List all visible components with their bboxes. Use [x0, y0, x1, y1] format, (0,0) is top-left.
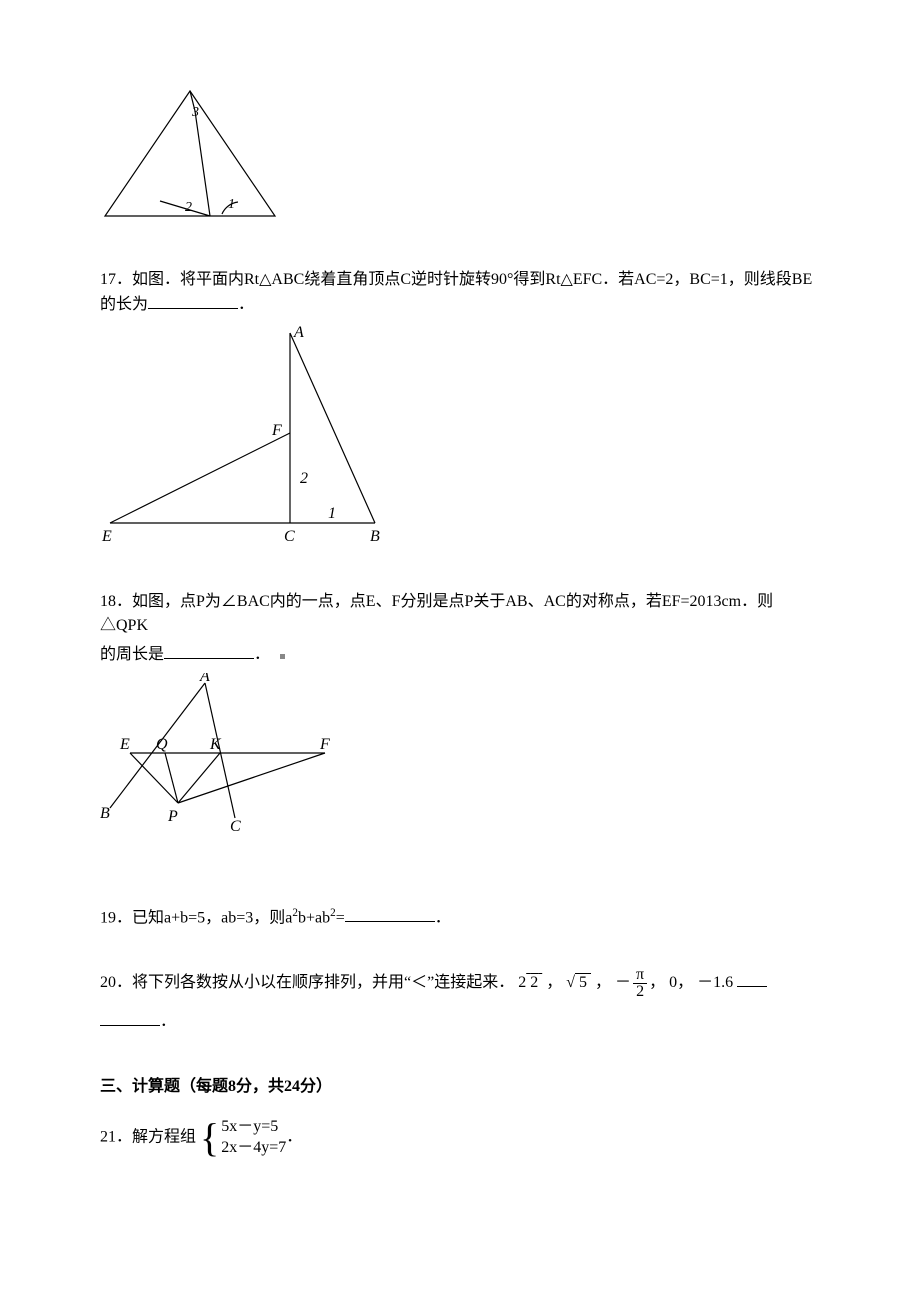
brace-icon: {: [200, 1118, 219, 1158]
label-one: 1: [328, 505, 336, 522]
p20-blank-2: [100, 1009, 160, 1026]
label-B: B: [370, 528, 380, 545]
p20-suffix: ．: [160, 1013, 176, 1030]
p20-term2: √ 5: [566, 974, 595, 991]
label-A: A: [199, 673, 210, 685]
p21-prefix: 21．解方程组: [100, 1129, 196, 1146]
figure-17: A F 2 C 1 B E: [100, 323, 820, 556]
label-Q: Q: [156, 736, 168, 753]
figure-18: A B C E F Q K P: [100, 673, 820, 841]
p17-blank: [148, 292, 238, 309]
label-K: K: [209, 736, 222, 753]
label-two: 2: [300, 470, 308, 487]
p19-mid2: =: [336, 909, 345, 926]
problem-20: 20．将下列各数按从小以在顺序排列，并用“＜”连接起来． 2 2 ， √ 5 ，…: [100, 964, 820, 1041]
p21-suffix: ．: [286, 1129, 302, 1146]
p20-term3: －π2: [615, 974, 649, 991]
t2-rad: 5: [579, 974, 587, 991]
label-1: 1: [228, 197, 235, 212]
label-F: F: [319, 736, 330, 753]
label-B: B: [100, 805, 110, 822]
p20-prefix: 20．将下列各数按从小以在顺序排列，并用“＜”连接起来．: [100, 974, 514, 991]
problem-16-figure: 3 2 1: [100, 86, 820, 234]
label-A: A: [293, 324, 304, 341]
p21-eq2: 2x－4y=7: [221, 1138, 286, 1159]
t3-den: 2: [633, 983, 647, 1000]
label-3: 3: [191, 105, 199, 120]
p18-blank: [164, 642, 254, 659]
label-C: C: [230, 818, 241, 833]
p19-blank: [345, 905, 435, 922]
figure-16: 3 2 1: [100, 86, 820, 234]
p20-blank-1: [737, 970, 767, 987]
p18-line2-prefix: 的周长是: [100, 646, 164, 663]
problem-17: 17．如图．将平面内Rt△ABC绕着直角顶点C逆时针旋转90°得到Rt△EFC．…: [100, 268, 820, 556]
p21-system: { 5x－y=5 2x－4y=7: [200, 1117, 286, 1159]
p20-term4: 0: [669, 974, 677, 991]
label-P: P: [167, 808, 178, 825]
section-heading: 三、计算题（每题8分，共24分）: [100, 1075, 820, 1099]
label-E: E: [119, 736, 130, 753]
label-F: F: [271, 422, 282, 439]
spacer: [100, 875, 820, 905]
p18-line2-suffix: ．: [254, 646, 270, 663]
t3-num: π: [633, 967, 647, 983]
p19-prefix: 19．已知a+b=5，ab=3，则a: [100, 909, 292, 926]
p19-suffix: ．: [435, 909, 451, 926]
label-E: E: [101, 528, 112, 545]
p20-term5: －1.6: [697, 974, 733, 991]
problem-19: 19．已知a+b=5，ab=3，则a2b+ab2=．: [100, 905, 820, 930]
t1-rad: 2: [530, 974, 538, 991]
p18-line1: 18．如图，点P为∠BAC内的一点，点E、F分别是点P关于AB、AC的对称点，若…: [100, 590, 820, 638]
problem-21: 21．解方程组 { 5x－y=5 2x－4y=7 ．: [100, 1117, 820, 1159]
label-2: 2: [185, 200, 192, 215]
marker-dot: [280, 654, 285, 659]
problem-18: 18．如图，点P为∠BAC内的一点，点E、F分别是点P关于AB、AC的对称点，若…: [100, 590, 820, 841]
p17-suffix: ．: [238, 296, 254, 313]
label-C: C: [284, 528, 295, 545]
p21-eq1: 5x－y=5: [221, 1117, 286, 1138]
p20-term1: 2 2: [518, 974, 546, 991]
p19-mid1: b+ab: [298, 909, 330, 926]
